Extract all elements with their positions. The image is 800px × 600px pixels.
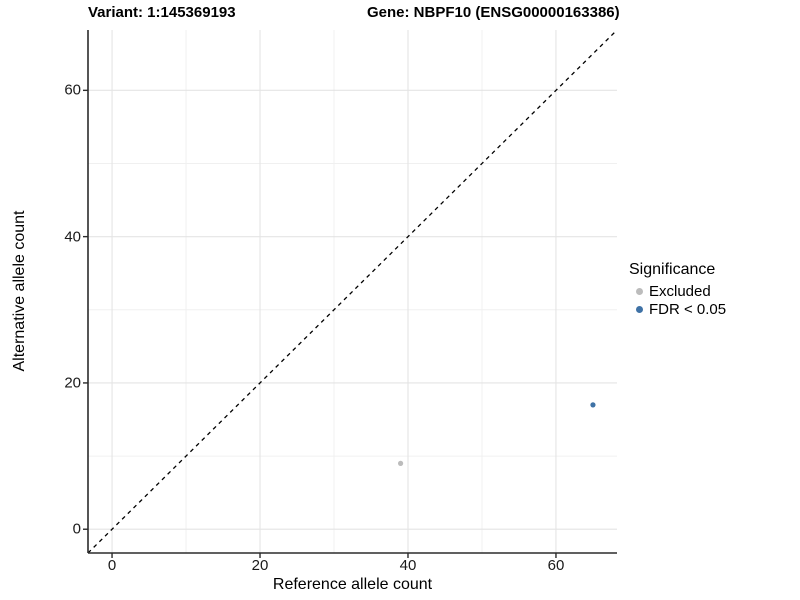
data-point-excluded (397, 460, 404, 466)
x-tick-label: 20 (251, 557, 269, 574)
x-axis-title: Reference allele count (272, 576, 433, 593)
y-tick-label: 60 (64, 81, 81, 99)
x-tick-label: 60 (547, 557, 565, 574)
y-tick-label: 0 (72, 520, 81, 538)
y-axis-title: Alternative allele count (11, 210, 28, 372)
legend-label-fdr: FDR < 0.05 (649, 300, 727, 318)
variant-title: Variant: 1:145369193 (88, 4, 236, 21)
y-tick-label: 40 (64, 228, 81, 246)
legend-title: Significance (629, 261, 716, 278)
excluded-dot-icon (636, 287, 643, 295)
fdr-dot-icon (636, 305, 643, 313)
y-tick-label: 20 (64, 374, 81, 392)
x-tick-label: 0 (107, 557, 117, 574)
x-tick-label: 40 (399, 557, 417, 574)
legend-item-excluded: Excluded (629, 282, 726, 300)
legend-label-excluded: Excluded (649, 282, 711, 300)
identity-line (87, 29, 618, 554)
gene-title: Gene: NBPF10 (ENSG00000163386) (367, 4, 620, 21)
data-point-fdr (590, 402, 596, 408)
legend: Significance Excluded FDR < 0.05 (629, 261, 726, 318)
legend-item-fdr: FDR < 0.05 (629, 300, 726, 318)
